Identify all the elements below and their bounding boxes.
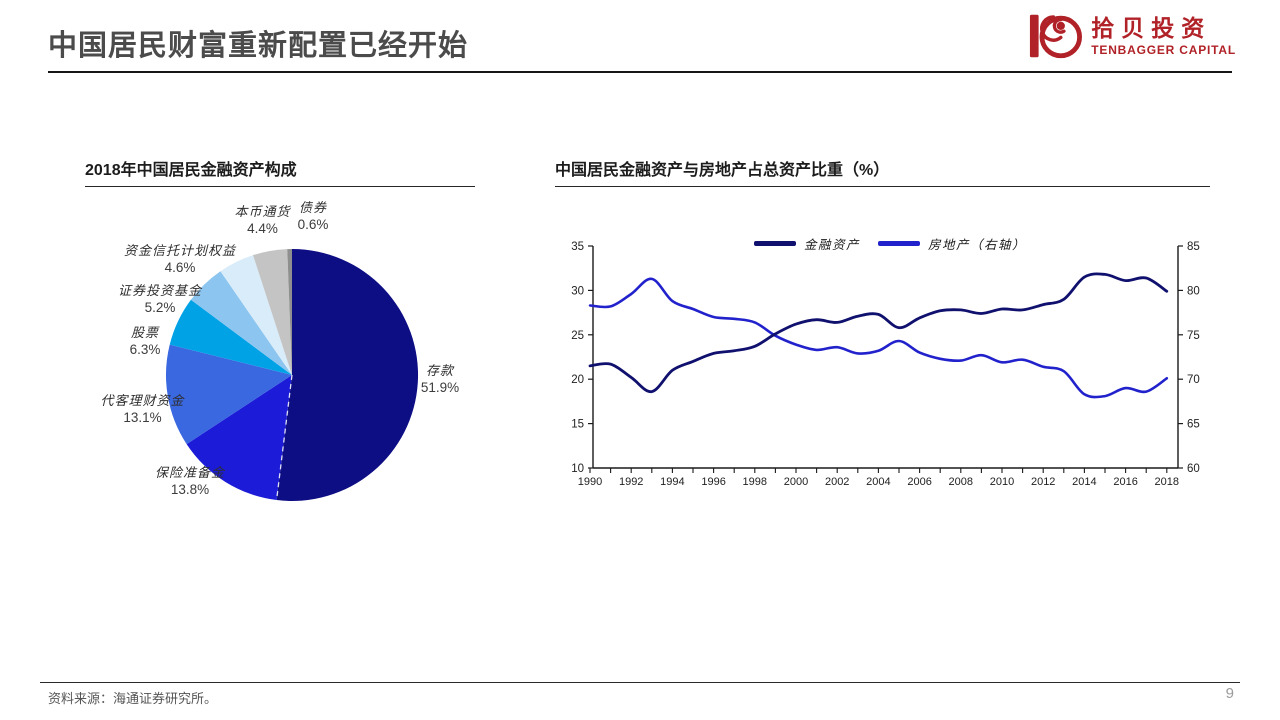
legend-item-financial: 金融资产 [753,234,860,253]
axis-tick-label: 2004 [866,476,890,488]
axis-tick-label: 1992 [619,476,643,488]
logo-name-en: TENBAGGER CAPITAL [1091,43,1236,58]
axis-tick-label: 10 [571,463,584,475]
legend-label-property: 房地产（右轴） [928,237,1027,252]
pie-label-value: 6.3% [129,342,161,357]
pie-label-value: 51.9% [420,380,460,395]
pie-label-text: 保险准备金 [154,466,225,481]
pie-label-text: 代客理财资金 [100,394,185,409]
pie-label-stocks: 股票 6.3% [85,322,205,357]
axis-tick-label: 60 [1187,463,1200,475]
pie-label-value: 13.1% [123,410,162,425]
axis-tick-label: 35 [571,241,584,253]
axis-tick-label: 2016 [1113,476,1137,488]
line-title-underline [555,186,1210,187]
pie-label-text: 资金信托计划权益 [123,244,236,259]
axis-tick-label: 30 [571,285,584,297]
pie-label-client-wealth-mgmt: 代客理财资金 13.1% [60,390,225,425]
logo-name-cn: 拾贝投资 [1091,14,1212,41]
axis-tick-label: 2012 [1031,476,1055,488]
pie-slice-0 [276,249,419,501]
axis-tick-label: 1998 [743,476,767,488]
axis-tick-label: 1996 [701,476,725,488]
pie-label-text: 股票 [130,326,159,341]
line-chart-area: 35 30 25 20 15 10 85 80 75 70 65 60 1990 1992 1994 1996… [540,195,1240,505]
axis-tick-label: 80 [1187,285,1200,297]
pie-title-underline [85,186,475,187]
axis-tick-label: 85 [1187,241,1200,253]
line-chart: 35 30 25 20 15 10 85 80 75 70 65 60 1990 1992 1994 1996… [571,241,1200,488]
pie-label-text: 本币通货 [234,205,291,220]
pie-slice-divider [275,374,293,501]
pie-label-value: 4.4% [247,221,278,236]
pie-slice-7 [287,249,292,375]
axis-tick-label: 2014 [1072,476,1096,488]
axis-tick-label: 25 [571,330,584,342]
legend-swatch-property [878,241,920,246]
pie-label-bonds: 债券 0.6% [282,197,344,232]
axis-tick-label: 1990 [578,476,602,488]
pie-slice-6 [253,249,292,375]
axis-tick-label: 75 [1187,330,1200,342]
page-number: 9 [1225,685,1234,702]
pie-label-value: 4.6% [164,260,196,275]
pie-chart-title: 2018年中国居民金融资产构成 [85,162,297,179]
pie-slice-2 [165,344,292,445]
pie-label-value: 5.2% [144,300,176,315]
pie-chart [165,249,419,501]
series-line-financial-assets [588,272,1169,394]
axis-tick-label: 2006 [907,476,931,488]
pie-label-value: 13.8% [170,482,210,497]
series-line-real-estate [588,277,1169,399]
pie-slice-5 [220,255,292,375]
logo-text: 拾贝投资 TENBAGGER CAPITAL [1091,15,1236,57]
pie-label-trust-plan-equity: 资金信托计划权益 4.6% [90,240,270,275]
axis-tick-label: 2000 [784,476,808,488]
pie-label-insurance-reserves: 保险准备金 13.8% [115,462,265,497]
pie-label-securities-funds: 证券投资基金 5.2% [85,280,235,315]
axis-tick-label: 2018 [1155,476,1179,488]
line-chart-title: 中国居民金融资产与房地产占总资产比重（%） [555,162,890,179]
axis-tick-label: 20 [571,374,584,386]
pie-chart-area: 存款 51.9% 保险准备金 13.8% 代客理财资金 13.1% 股票 6.3… [60,195,530,525]
axis-tick-label: 70 [1187,374,1200,386]
pie-label-deposits: 存款 51.9% [400,360,480,395]
pie-label-text: 债券 [298,201,327,216]
axis-tick-label: 2008 [949,476,973,488]
pie-label-text: 存款 [425,364,454,379]
axis-tick-label: 15 [571,419,584,431]
footer-divider [40,682,1240,683]
pie-label-text: 证券投资基金 [117,284,202,299]
axis-tick-label: 1994 [660,476,684,488]
tenbagger-logo-icon [1030,14,1083,59]
logo: 拾贝投资 TENBAGGER CAPITAL [1028,9,1236,63]
pie-slice-1 [186,375,292,501]
header-divider [48,71,1232,73]
page-title: 中国居民财富重新配置已经开始 [48,30,469,62]
legend-swatch-financial [753,241,796,246]
legend-label-financial: 金融资产 [803,237,860,252]
axis-tick-label: 2002 [825,476,849,488]
chart-legend: 金融资产 房地产（右轴） [540,234,1240,253]
axis-tick-label: 2010 [990,476,1014,488]
axis-tick-label: 65 [1187,419,1200,431]
pie-slice-4 [190,271,292,375]
pie-slice-3 [169,299,292,375]
pie-label-value: 0.6% [297,217,329,232]
legend-item-property: 房地产（右轴） [878,234,1026,253]
pie-label-currency: 本币通货 4.4% [210,201,315,236]
source-note: 资料来源：海通证券研究所。 [48,691,218,706]
